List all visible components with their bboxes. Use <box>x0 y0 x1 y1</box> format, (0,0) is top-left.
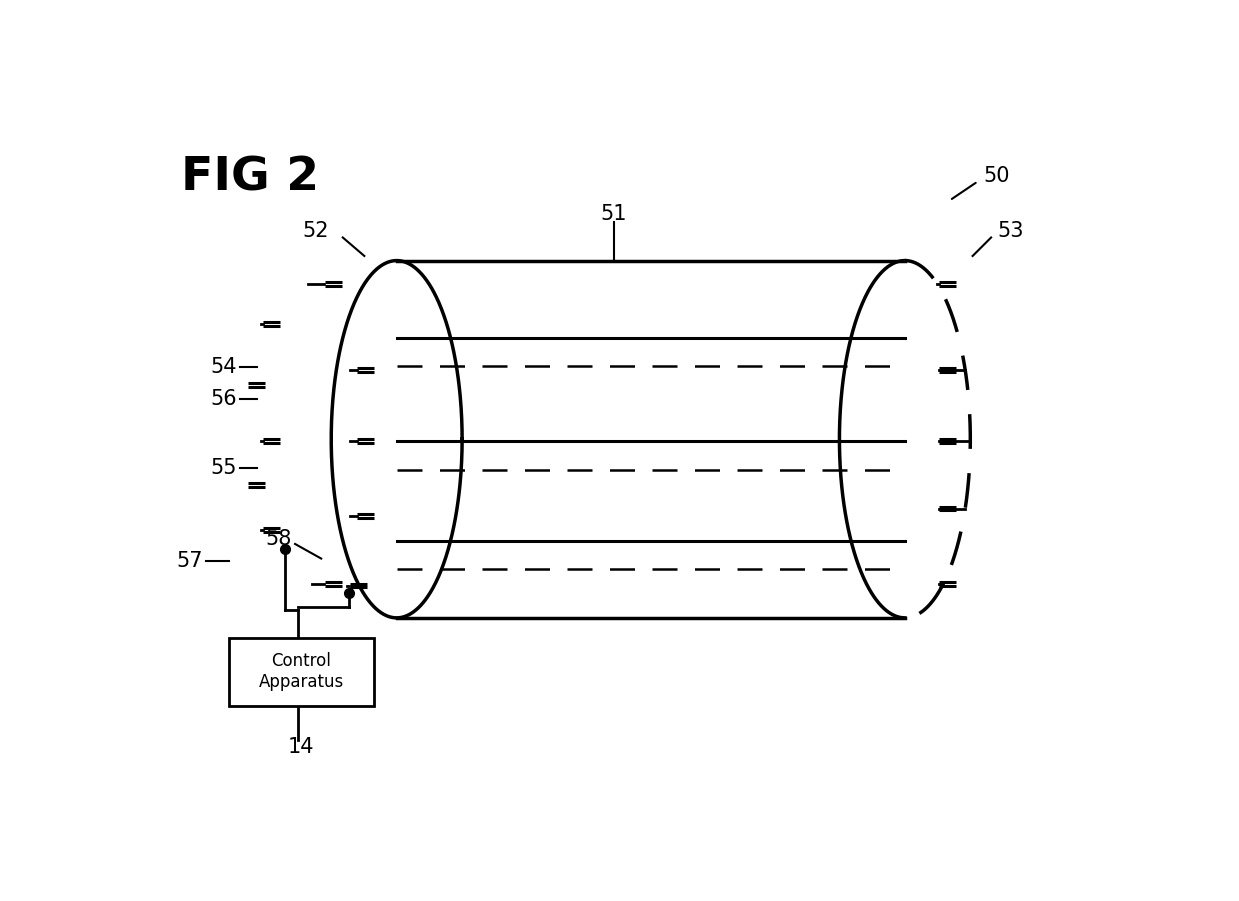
Text: 14: 14 <box>287 737 315 757</box>
Text: 58: 58 <box>265 529 292 550</box>
Polygon shape <box>229 638 374 705</box>
Text: 52: 52 <box>302 222 330 241</box>
Text: 51: 51 <box>601 205 627 224</box>
Text: 50: 50 <box>984 166 1010 186</box>
Text: 54: 54 <box>211 357 238 377</box>
Text: 56: 56 <box>211 389 238 409</box>
Text: 57: 57 <box>176 551 203 571</box>
Text: FIG 2: FIG 2 <box>181 156 320 201</box>
Text: 55: 55 <box>211 459 238 478</box>
Text: 53: 53 <box>997 222 1023 241</box>
Text: Control
Apparatus: Control Apparatus <box>259 652 343 691</box>
